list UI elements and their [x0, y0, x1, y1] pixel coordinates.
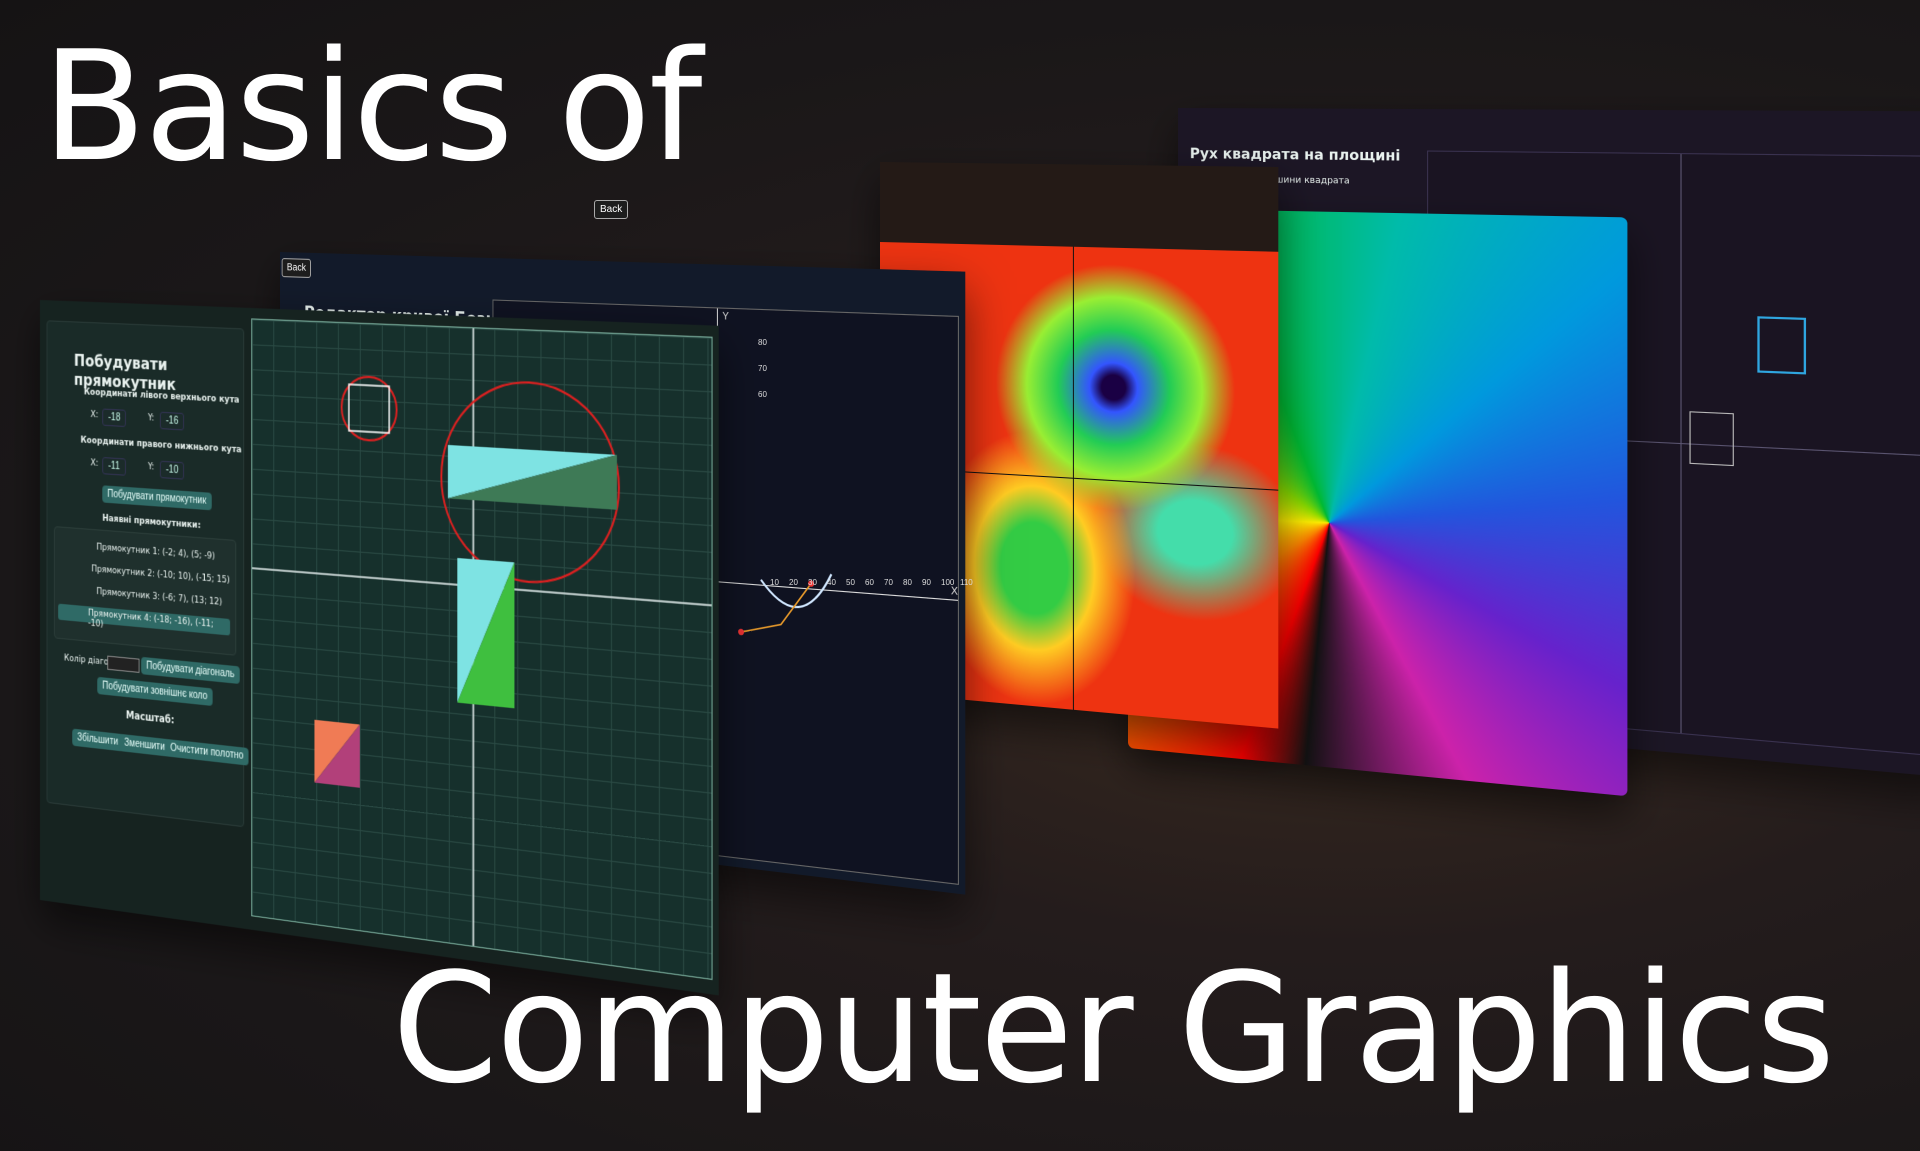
bezier-y-tick-label: 70: [758, 364, 767, 373]
rectangle-list-item-selected[interactable]: Прямокутник 4: (-18; -16), (-11; -10): [58, 604, 230, 636]
bezier-x-ticks: 10 20 30 40 50 60 70 80 90 100 110: [770, 578, 990, 592]
build-circle-button[interactable]: Побудувати зовнішнє коло: [97, 677, 212, 706]
bezier-x-tick-label: 100: [941, 578, 954, 587]
x-label: X:: [91, 458, 99, 469]
rectangle-list: Прямокутник 1: (-2; 4), (5; -9) Прямокут…: [54, 526, 236, 656]
rectangle-sidebar: Побудувати прямокутник Координати лівого…: [47, 320, 245, 827]
bezier-x-tick-label: 60: [865, 578, 874, 587]
bezier-x-tick-label: 20: [789, 578, 798, 587]
rectangle-list-item-label: Прямокутник 4: (-18; -16), (-11; -10): [88, 608, 230, 641]
rectangle-canvas-svg: [252, 319, 711, 978]
bezier-y-tick-label: 80: [758, 338, 767, 347]
bezier-x-tick-label: 50: [846, 578, 855, 587]
bezier-y-axis-label: Y: [722, 311, 729, 323]
bezier-x-tick-label: 80: [903, 578, 912, 587]
control-point[interactable]: [738, 629, 744, 636]
bottom-right-y-input[interactable]: -10: [160, 461, 184, 480]
existing-rectangles-heading: Наявні прямокутники:: [102, 514, 200, 532]
bezier-x-tick-label: 70: [884, 578, 893, 587]
bezier-y-ticks: 80 70 60: [758, 338, 778, 408]
bezier-x-tick-label: 40: [827, 578, 836, 587]
bezier-x-tick-label: 90: [922, 578, 931, 587]
build-diagonal-button[interactable]: Побудувати діагональ: [141, 657, 240, 684]
origin-square: [1690, 412, 1733, 466]
rectangle-canvas[interactable]: [251, 318, 712, 980]
y-label: Y:: [148, 413, 154, 424]
rectangle-list-item[interactable]: Прямокутник 1: (-2; 4), (5; -9): [96, 542, 215, 562]
diagonal-color-picker[interactable]: [107, 656, 139, 673]
rectangle-screen: Побудувати прямокутник Координати лівого…: [40, 300, 719, 995]
zoom-in-button[interactable]: Збільшити: [72, 729, 123, 752]
bezier-y-tick-label: 60: [758, 390, 767, 399]
build-rectangle-button[interactable]: Побудувати прямокутник: [102, 485, 211, 510]
bezier-x-tick-label: 10: [770, 578, 779, 587]
top-left-y-input[interactable]: -16: [160, 412, 184, 431]
y-label: Y:: [148, 462, 154, 473]
bottom-right-label: Координати правого нижнього кута: [81, 435, 242, 455]
top-left-x-input[interactable]: -18: [102, 408, 126, 427]
clear-canvas-button[interactable]: Очистити полотно: [165, 739, 249, 766]
fractal-back-button[interactable]: Back: [594, 200, 628, 219]
rectangle-list-item[interactable]: Прямокутник 3: (-6; 7), (13; 12): [96, 587, 222, 608]
moving-square: [1759, 317, 1805, 373]
rectangle-list-item[interactable]: Прямокутник 2: (-10; 10), (-15; 15): [91, 564, 229, 586]
title-line-2: Computer Graphics: [392, 940, 1833, 1117]
bottom-right-x-input[interactable]: -11: [102, 457, 125, 476]
square-panel-heading: Рух квадрата на площині: [1190, 146, 1401, 165]
rectangle-shape: [349, 384, 389, 433]
bezier-x-tick-label: 110: [960, 578, 973, 587]
bezier-back-button[interactable]: Back: [282, 258, 311, 278]
x-label: X:: [91, 410, 99, 421]
bezier-x-tick-label: 30: [808, 578, 817, 587]
zoom-out-button[interactable]: Зменшити: [119, 734, 170, 757]
scale-heading: Масштаб:: [126, 710, 174, 726]
